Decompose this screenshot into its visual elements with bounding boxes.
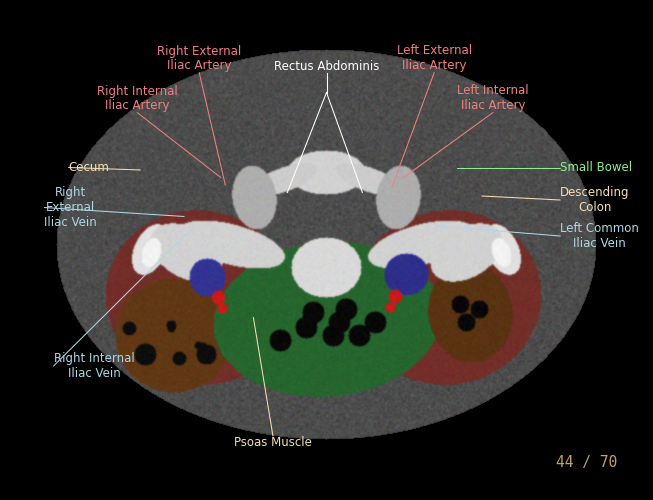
Text: 44 / 70: 44 / 70 xyxy=(556,455,617,470)
Text: Right Internal
Iliac Vein: Right Internal Iliac Vein xyxy=(54,352,135,380)
Text: Psoas Muscle: Psoas Muscle xyxy=(234,436,312,449)
Text: Rectus Abdominis: Rectus Abdominis xyxy=(274,60,379,72)
Text: Cecum: Cecum xyxy=(69,161,110,174)
Text: Right
External
Iliac Vein: Right External Iliac Vein xyxy=(44,186,97,229)
Text: Small Bowel: Small Bowel xyxy=(560,161,632,174)
Text: Left Internal
Iliac Artery: Left Internal Iliac Artery xyxy=(457,84,529,112)
Text: Left External
Iliac Artery: Left External Iliac Artery xyxy=(396,44,472,72)
Text: Left Common
Iliac Vein: Left Common Iliac Vein xyxy=(560,222,639,250)
Text: Right External
Iliac Artery: Right External Iliac Artery xyxy=(157,44,242,72)
Text: Right Internal
Iliac Artery: Right Internal Iliac Artery xyxy=(97,84,178,112)
Text: Descending
Colon: Descending Colon xyxy=(560,186,629,214)
